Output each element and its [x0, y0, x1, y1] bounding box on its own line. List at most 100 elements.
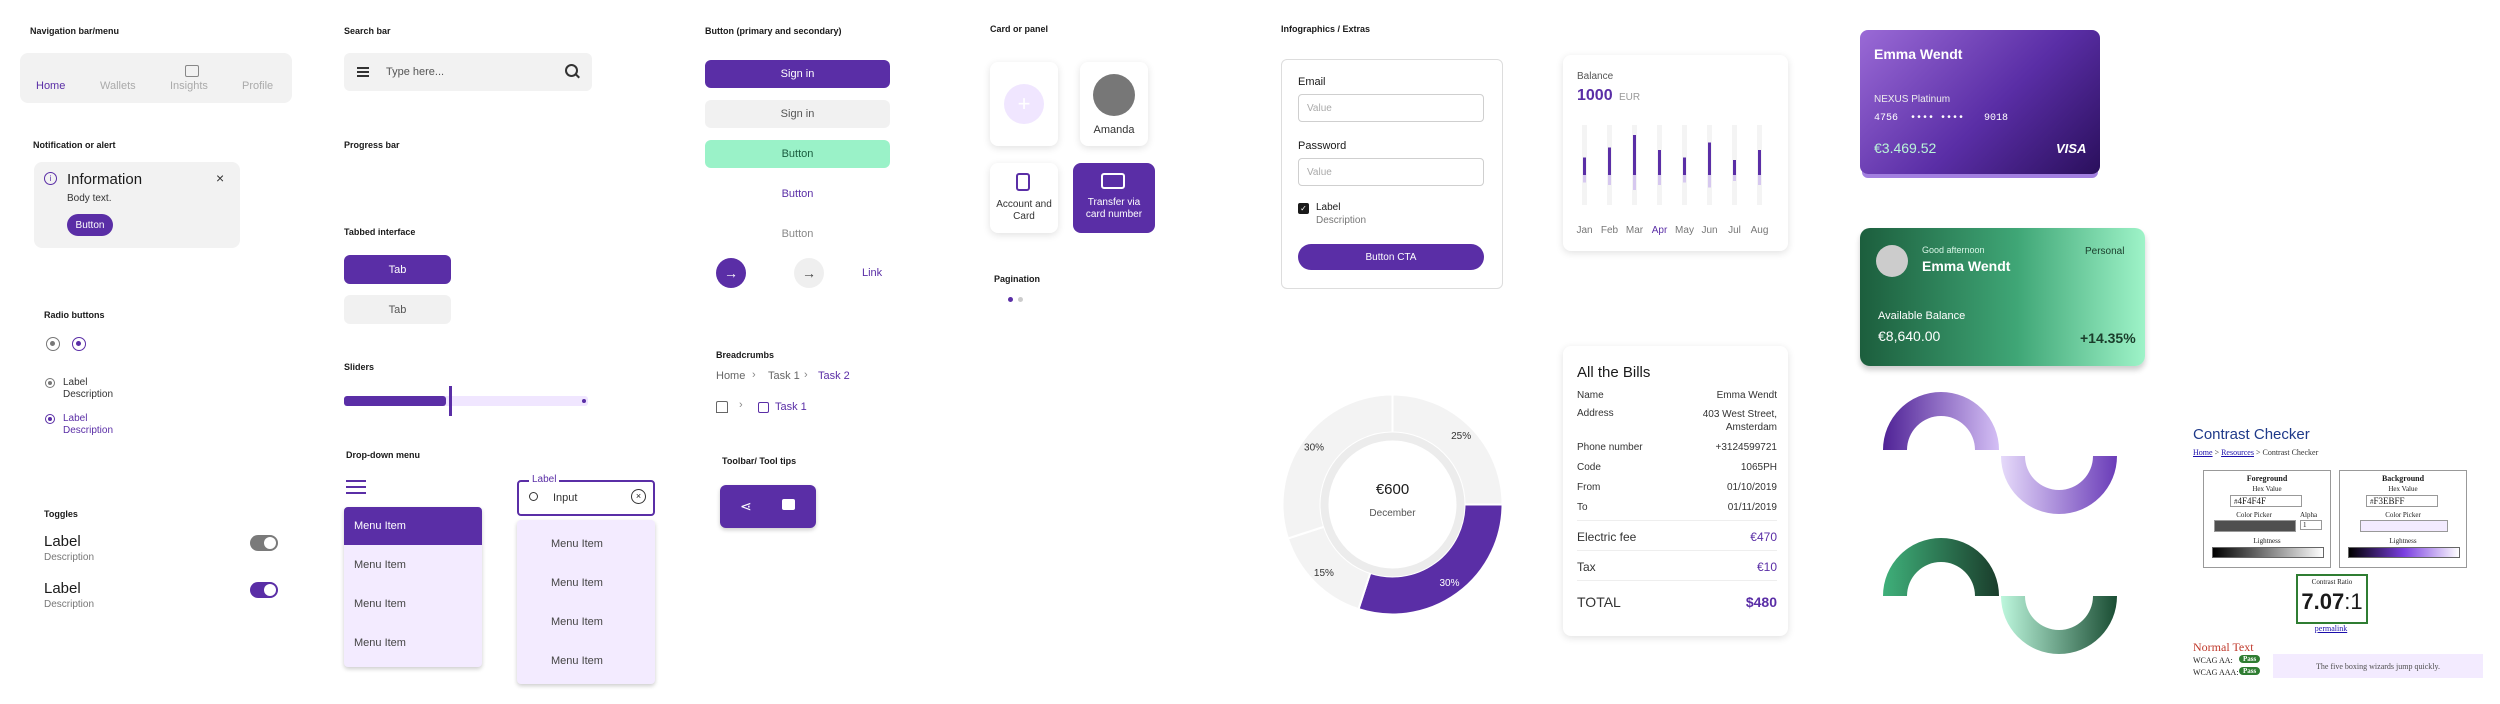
permalink[interactable]: permalink: [2314, 624, 2348, 633]
background-lightness-slider[interactable]: [2348, 547, 2460, 558]
slider-track[interactable]: [344, 396, 588, 406]
month-label: Apr: [1652, 225, 1668, 236]
close-icon[interactable]: ×: [216, 170, 225, 186]
month-label: Jun: [1701, 225, 1717, 236]
notification-title: Information: [67, 171, 143, 188]
text-button[interactable]: Button: [781, 188, 814, 200]
background-color-picker[interactable]: [2360, 520, 2448, 532]
toolbar: ⋖: [720, 485, 816, 528]
checkbox[interactable]: ✓: [1298, 203, 1309, 214]
list-item-3[interactable]: Menu Item: [551, 616, 603, 628]
dropdown-input-value[interactable]: Input: [553, 492, 578, 504]
pagination-section-title: Pagination: [994, 274, 1041, 284]
nav-item-home[interactable]: Home: [36, 80, 66, 92]
arrow-right-secondary-icon[interactable]: →: [794, 258, 824, 288]
list-item-1[interactable]: Menu Item: [551, 538, 603, 550]
menu-item-1[interactable]: Menu Item: [354, 520, 406, 532]
nav-item-profile[interactable]: Profile: [242, 80, 274, 92]
insights-icon: [185, 65, 199, 77]
plus-icon[interactable]: +: [1004, 84, 1044, 124]
clear-icon[interactable]: ×: [631, 489, 646, 504]
toggle-off[interactable]: [250, 535, 278, 551]
toggle-on[interactable]: [250, 582, 278, 598]
account-balance-card[interactable]: Good afternoon Emma Wendt Personal Avail…: [1860, 228, 2145, 366]
menu-icon[interactable]: [357, 67, 369, 77]
mint-button[interactable]: Button: [705, 140, 890, 168]
list-item-2[interactable]: Menu Item: [551, 577, 603, 589]
crumb-resources[interactable]: Resources: [2221, 448, 2254, 457]
fee-value: €10: [1756, 560, 1777, 574]
foreground-hex-input[interactable]: #4F4F4F: [2230, 495, 2302, 507]
bar: [1733, 160, 1736, 175]
avatar: [1093, 74, 1135, 116]
radio-option-2[interactable]: [45, 414, 55, 424]
radio-selected[interactable]: [72, 337, 86, 351]
dropdown-input[interactable]: Label Input ×: [517, 474, 655, 516]
foreground-lightness-slider[interactable]: [2212, 547, 2324, 558]
account-holder: Emma Wendt: [1922, 258, 2011, 274]
toggle-description-2: Description: [44, 599, 95, 610]
chat-icon[interactable]: [782, 499, 795, 510]
search-placeholder[interactable]: Type here...: [386, 66, 445, 78]
bar: [1658, 150, 1661, 175]
menu-item-3[interactable]: Menu Item: [354, 598, 406, 610]
radio-option-1[interactable]: [45, 378, 55, 388]
tab-inactive[interactable]: Tab: [344, 295, 451, 324]
donut-label: 30%: [1440, 578, 1460, 589]
pagination-dot[interactable]: [1018, 297, 1023, 302]
nav-item-insights[interactable]: Insights: [170, 80, 208, 92]
search-icon[interactable]: [565, 64, 578, 77]
tab-active[interactable]: Tab: [344, 255, 451, 284]
home-icon[interactable]: [716, 401, 728, 413]
breadcrumb-task-1[interactable]: Task 1: [768, 370, 800, 382]
toggle-description-1: Description: [44, 552, 95, 563]
balance-title: Balance: [1577, 71, 1614, 82]
slider-thumb[interactable]: [449, 386, 452, 416]
hamburger-icon[interactable]: [346, 480, 366, 494]
cta-button[interactable]: Button CTA: [1298, 244, 1484, 270]
normal-text-heading: Normal Text: [2193, 640, 2254, 654]
arrow-right-icon[interactable]: →: [716, 258, 746, 288]
email-field[interactable]: Value: [1298, 94, 1484, 122]
dropdown-input-label: Label: [529, 474, 560, 485]
breadcrumbs-section-title: Breadcrumbs: [716, 350, 775, 360]
password-field[interactable]: Value: [1298, 158, 1484, 186]
list-item-4[interactable]: Menu Item: [551, 655, 603, 667]
email-label: Email: [1298, 76, 1326, 88]
menu-item-2[interactable]: Menu Item: [354, 559, 406, 571]
pagination-dot-active[interactable]: [1008, 297, 1013, 302]
breadcrumb-icon-task[interactable]: Task 1: [775, 401, 807, 413]
breadcrumb-task-2[interactable]: Task 2: [818, 370, 850, 382]
transfer-card[interactable]: Transfer via card number: [1073, 163, 1155, 233]
donut-chart: €600 December 25% 30% 15% 30%: [1281, 393, 1504, 616]
disabled-button[interactable]: Button: [781, 228, 814, 240]
card-holder-name: Emma Wendt: [1874, 46, 1963, 62]
card-number-first: 4756: [1874, 113, 1899, 124]
breadcrumb-home[interactable]: Home: [716, 370, 746, 382]
month-label: Jan: [1576, 225, 1592, 236]
credit-card[interactable]: Emma Wendt NEXUS Platinum 4756 •••• ••••…: [1860, 30, 2100, 174]
month-label: May: [1675, 225, 1694, 236]
bills-card: All the Bills Name Emma Wendt Address 403 …: [1563, 346, 1788, 636]
radio-label-2: Label: [63, 413, 88, 424]
radio-unselected[interactable]: [46, 337, 60, 351]
share-icon[interactable]: ⋖: [740, 498, 752, 514]
menu-item-4[interactable]: Menu Item: [354, 637, 406, 649]
crumb-home[interactable]: Home: [2193, 448, 2213, 457]
sign-in-secondary-button[interactable]: Sign in: [705, 100, 890, 128]
link[interactable]: Link: [862, 267, 883, 279]
sign-in-primary-button[interactable]: Sign in: [705, 60, 890, 88]
alpha-input[interactable]: 1: [2300, 520, 2322, 530]
contact-card[interactable]: Amanda: [1080, 62, 1148, 146]
nav-item-wallets[interactable]: Wallets: [100, 80, 136, 92]
checkbox-description: Description: [1316, 215, 1367, 226]
balance-bar-chart: Jan Feb Mar Apr May Jun Jul Aug: [1576, 125, 1768, 236]
notification-button[interactable]: Button: [67, 214, 113, 236]
background-hex-input[interactable]: #F3EBFF: [2366, 495, 2438, 507]
notification-body: Body text.: [67, 193, 112, 204]
account-card[interactable]: Account and Card: [990, 163, 1058, 233]
edit-icon: [758, 402, 769, 413]
search-bar[interactable]: Type here...: [344, 53, 592, 91]
foreground-color-picker[interactable]: [2214, 520, 2296, 532]
add-card[interactable]: +: [990, 62, 1058, 146]
